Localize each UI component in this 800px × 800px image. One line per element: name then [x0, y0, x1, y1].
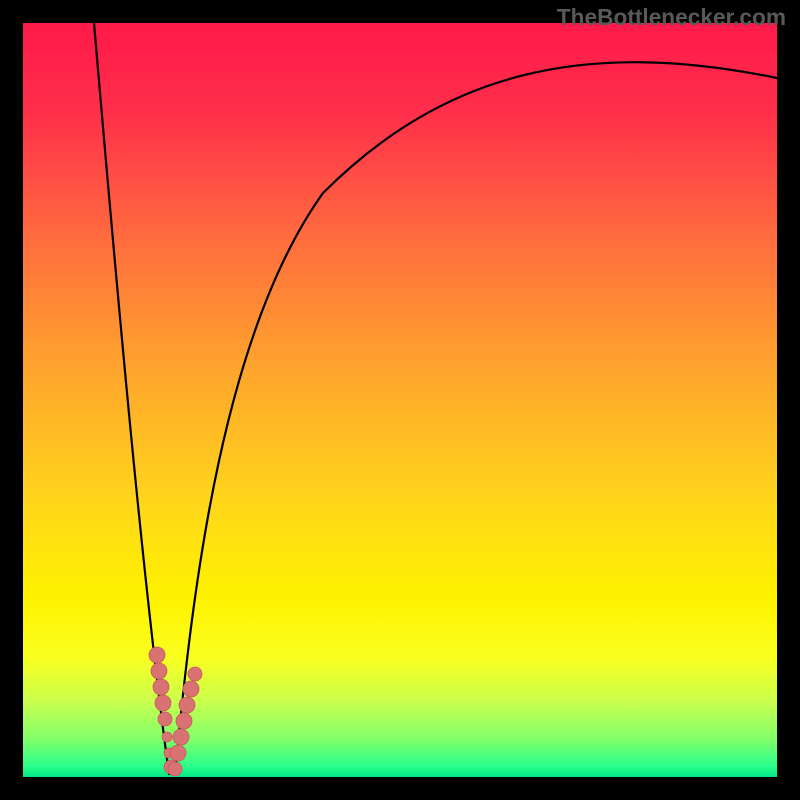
data-marker — [176, 713, 192, 729]
data-marker — [149, 647, 165, 663]
data-marker — [151, 663, 167, 679]
data-marker — [168, 762, 182, 776]
data-marker — [162, 732, 172, 742]
chart-svg — [23, 23, 777, 777]
data-marker — [188, 667, 202, 681]
watermark-text: TheBottlenecker.com — [557, 4, 786, 31]
data-marker — [179, 697, 195, 713]
chart-canvas: TheBottlenecker.com — [0, 0, 800, 800]
data-marker — [153, 679, 169, 695]
data-marker — [173, 729, 189, 745]
data-marker — [183, 681, 199, 697]
data-marker — [170, 745, 186, 761]
plot-area — [23, 23, 777, 777]
data-marker — [158, 712, 172, 726]
data-marker — [155, 695, 171, 711]
curve-path — [175, 62, 777, 774]
